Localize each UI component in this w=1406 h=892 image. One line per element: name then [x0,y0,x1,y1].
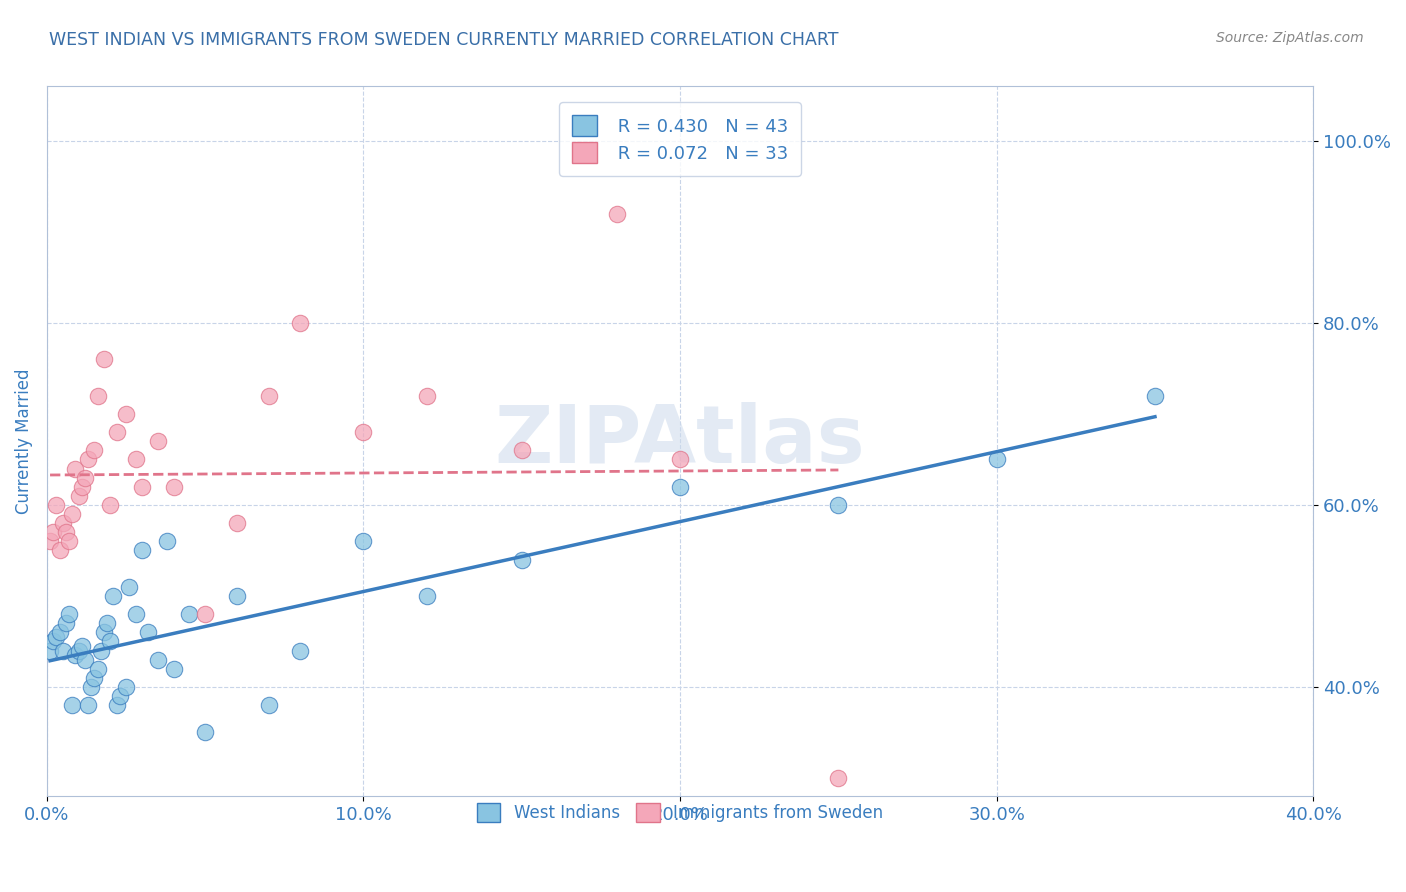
Point [146,652,169,666]
Point [257,698,280,712]
Point [606,207,628,221]
Point [827,498,849,512]
Point [225,516,247,530]
Point [98,634,121,648]
Point [986,452,1008,467]
Point [179,607,201,621]
Point [194,607,217,621]
Point [39,643,62,657]
Point [257,389,280,403]
Point [103,589,125,603]
Point [42,634,65,648]
Point [156,534,179,549]
Point [162,480,184,494]
Point [73,652,96,666]
Point [67,489,90,503]
Point [194,725,217,739]
Point [510,443,533,458]
Point [353,534,375,549]
Point [48,625,70,640]
Point [60,698,83,712]
Point [52,643,75,657]
Y-axis label: Currently Married: Currently Married [15,368,32,514]
Point [131,480,153,494]
Point [115,407,138,421]
Point [93,352,115,367]
Point [288,643,311,657]
Point [96,616,118,631]
Point [65,648,87,662]
Point [131,543,153,558]
Point [118,580,141,594]
Point [77,452,100,467]
Point [52,516,75,530]
Point [65,461,87,475]
Point [80,680,103,694]
Point [58,607,80,621]
Point [827,771,849,785]
Point [288,316,311,330]
Text: Source: ZipAtlas.com: Source: ZipAtlas.com [1216,31,1364,45]
Point [510,552,533,566]
Point [45,630,67,644]
Point [416,389,439,403]
Point [353,425,375,439]
Point [70,480,93,494]
Text: WEST INDIAN VS IMMIGRANTS FROM SWEDEN CURRENTLY MARRIED CORRELATION CHART: WEST INDIAN VS IMMIGRANTS FROM SWEDEN CU… [49,31,839,49]
Point [162,662,184,676]
Point [39,534,62,549]
Point [146,434,169,449]
Point [669,480,692,494]
Point [225,589,247,603]
Point [93,625,115,640]
Point [669,452,692,467]
Point [55,525,77,540]
Legend: West Indians, Immigrants from Sweden: West Indians, Immigrants from Sweden [465,791,894,834]
Point [105,698,128,712]
Point [98,498,121,512]
Point [136,625,159,640]
Point [77,698,100,712]
Point [86,662,108,676]
Point [45,498,67,512]
Point [73,470,96,484]
Point [124,452,146,467]
Point [55,616,77,631]
Text: ZIPAtlas: ZIPAtlas [495,402,866,480]
Point [58,534,80,549]
Point [115,680,138,694]
Point [42,525,65,540]
Point [416,589,439,603]
Point [105,425,128,439]
Point [60,507,83,521]
Point [48,543,70,558]
Point [83,671,105,685]
Point [83,443,105,458]
Point [124,607,146,621]
Point [1143,389,1166,403]
Point [67,643,90,657]
Point [86,389,108,403]
Point [108,689,131,703]
Point [90,643,112,657]
Point [70,639,93,653]
